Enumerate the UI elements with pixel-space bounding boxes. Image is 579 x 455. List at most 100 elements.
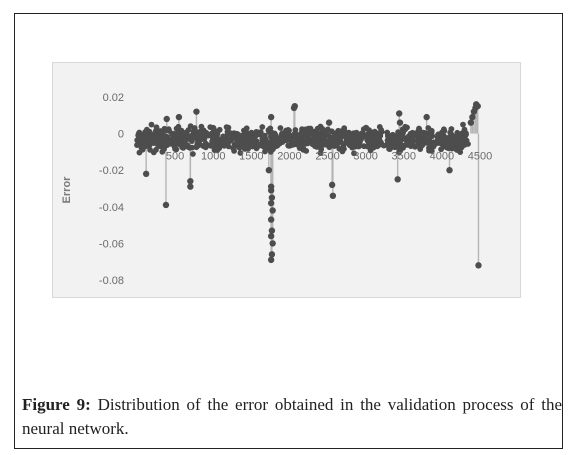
- data-point: [300, 146, 307, 153]
- data-point: [262, 148, 268, 155]
- data-point: [269, 240, 276, 247]
- data-point: [147, 147, 154, 153]
- data-point: [364, 137, 371, 144]
- data-point: [164, 137, 171, 144]
- data-point: [151, 135, 158, 142]
- data-point: [362, 132, 368, 139]
- data-point: [413, 138, 419, 144]
- data-point: [181, 131, 187, 138]
- data-point: [292, 141, 299, 148]
- data-point: [193, 108, 200, 115]
- dense-point-band: [134, 121, 471, 157]
- data-point: [302, 126, 309, 133]
- data-point: [188, 134, 194, 141]
- data-point: [163, 115, 170, 123]
- data-point: [142, 170, 150, 178]
- data-point: [268, 227, 276, 234]
- data-point: [337, 135, 343, 142]
- data-point: [360, 126, 367, 132]
- y-tick-label: 0: [118, 129, 124, 141]
- data-point: [291, 102, 298, 110]
- data-point: [469, 113, 476, 121]
- data-point: [158, 137, 164, 143]
- data-point: [426, 138, 433, 145]
- data-point: [460, 129, 467, 136]
- x-tick-label: 4500: [468, 151, 492, 163]
- figure-label: Figure 9:: [22, 395, 91, 414]
- data-point: [172, 134, 179, 140]
- data-point: [475, 262, 482, 269]
- data-point: [349, 144, 356, 151]
- data-point: [339, 148, 346, 155]
- data-point: [251, 141, 258, 147]
- data-point: [210, 124, 217, 132]
- data-point: [202, 144, 209, 151]
- data-point: [404, 124, 410, 131]
- data-point: [319, 128, 326, 134]
- data-point: [225, 143, 232, 150]
- data-point: [351, 150, 357, 157]
- data-point: [400, 129, 406, 136]
- data-point: [325, 119, 333, 126]
- data-point: [447, 129, 454, 136]
- data-point: [389, 131, 396, 138]
- data-point: [375, 131, 382, 138]
- data-point: [144, 134, 151, 141]
- x-tick-label: 500: [166, 151, 184, 163]
- data-point: [267, 113, 275, 121]
- data-point: [267, 232, 275, 240]
- data-point: [312, 129, 318, 136]
- data-point: [221, 140, 228, 147]
- y-tick-label: -0.02: [99, 165, 124, 177]
- data-point: [201, 130, 208, 137]
- data-point: [136, 135, 143, 141]
- data-point: [166, 128, 173, 134]
- plot-area: [52, 62, 521, 298]
- data-point: [378, 139, 384, 146]
- data-point: [318, 146, 325, 153]
- data-point: [352, 140, 359, 147]
- data-point: [245, 146, 251, 152]
- data-point: [284, 136, 291, 143]
- data-point: [267, 216, 275, 223]
- data-point: [368, 131, 375, 138]
- data-point: [175, 113, 183, 121]
- data-point: [460, 135, 467, 142]
- data-point: [411, 131, 417, 138]
- data-point: [278, 136, 285, 143]
- data-point: [396, 110, 403, 117]
- data-point: [338, 128, 345, 135]
- data-point: [181, 137, 188, 144]
- data-point: [277, 125, 284, 131]
- data-point: [189, 144, 196, 151]
- data-point: [428, 127, 435, 134]
- x-tick-label: 4000: [430, 151, 454, 163]
- data-point: [227, 130, 234, 136]
- x-tick-label: 3500: [392, 151, 416, 163]
- data-point: [267, 187, 275, 194]
- data-point: [198, 123, 205, 130]
- data-point: [215, 136, 222, 143]
- data-point: [390, 139, 397, 146]
- data-point: [193, 144, 200, 151]
- y-axis-label: Error: [61, 176, 73, 204]
- data-point: [187, 177, 194, 185]
- data-point: [292, 127, 299, 133]
- data-point: [275, 140, 282, 147]
- data-point: [396, 142, 403, 148]
- data-point: [423, 113, 430, 121]
- data-point: [267, 199, 275, 207]
- data-point: [240, 137, 247, 144]
- data-point: [474, 102, 481, 110]
- y-tick-label: -0.08: [99, 275, 124, 287]
- data-point: [417, 146, 424, 153]
- data-point: [190, 151, 196, 157]
- outlier-points: [142, 101, 482, 269]
- data-point: [395, 129, 401, 136]
- data-point: [267, 125, 274, 132]
- data-point: [233, 140, 240, 146]
- data-point: [343, 140, 349, 146]
- data-point: [214, 147, 221, 154]
- data-point: [446, 167, 453, 174]
